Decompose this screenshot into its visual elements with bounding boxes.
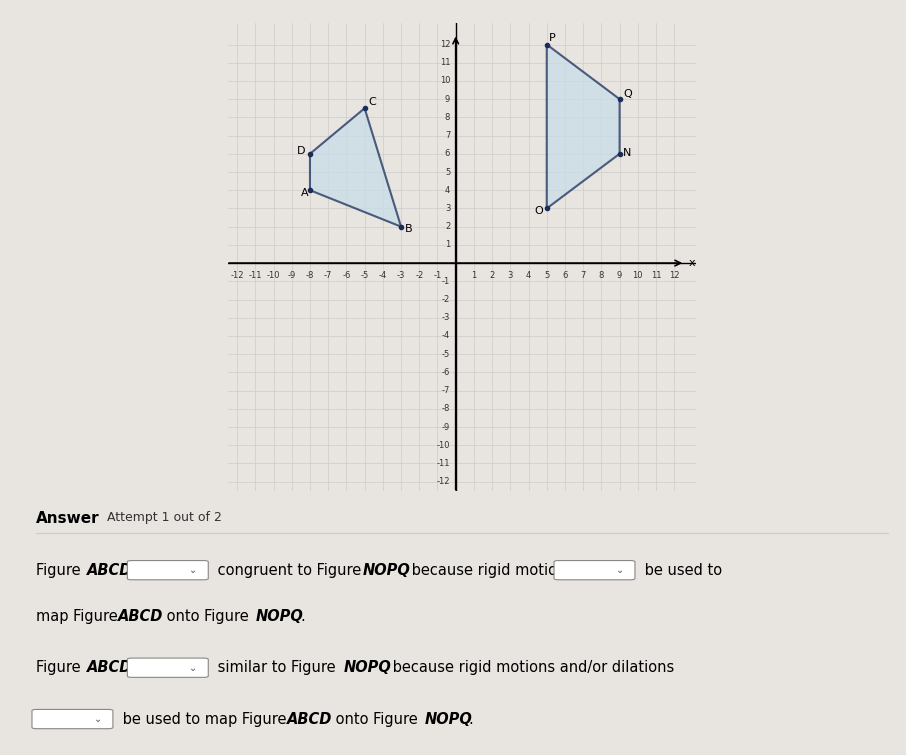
Text: Figure: Figure [36,562,85,578]
Text: similar to Figure: similar to Figure [214,660,341,675]
Text: B: B [405,224,412,234]
Text: 5: 5 [545,271,549,280]
Text: -2: -2 [442,295,450,304]
Text: ABCD: ABCD [87,660,132,675]
FancyBboxPatch shape [128,658,208,677]
Text: 7: 7 [581,271,586,280]
Text: Figure: Figure [36,660,85,675]
Text: ⌄: ⌄ [189,663,198,673]
Text: be used to map Figure: be used to map Figure [118,711,291,726]
Text: -7: -7 [442,386,450,395]
Text: -10: -10 [266,271,280,280]
Text: onto Figure: onto Figure [331,711,422,726]
Text: C: C [368,97,376,106]
Text: Answer: Answer [36,511,100,526]
Polygon shape [546,45,620,208]
Text: 1: 1 [445,240,450,249]
Text: -6: -6 [342,271,351,280]
FancyBboxPatch shape [32,710,113,729]
Text: -10: -10 [437,441,450,450]
Text: 11: 11 [439,58,450,67]
Text: -4: -4 [379,271,387,280]
Text: 10: 10 [632,271,643,280]
Text: -8: -8 [442,404,450,413]
Text: 12: 12 [439,40,450,49]
Text: D: D [297,146,305,156]
Text: -3: -3 [397,271,405,280]
Text: onto Figure: onto Figure [162,609,254,624]
Text: 4: 4 [525,271,531,280]
Text: 10: 10 [439,76,450,85]
Text: 4: 4 [445,186,450,195]
Text: -11: -11 [248,271,262,280]
Text: -9: -9 [442,423,450,432]
Text: ABCD: ABCD [286,711,332,726]
Text: 1: 1 [471,271,477,280]
Text: -12: -12 [230,271,244,280]
Text: ⌄: ⌄ [189,565,198,575]
Text: 9: 9 [445,94,450,103]
Text: -6: -6 [442,368,450,377]
Text: 6: 6 [445,149,450,159]
Polygon shape [310,108,401,226]
Text: .: . [469,711,474,726]
Text: -9: -9 [287,271,296,280]
Text: 6: 6 [563,271,568,280]
Text: -1: -1 [442,277,450,286]
Text: 3: 3 [445,204,450,213]
Text: Q: Q [623,89,632,100]
Text: -11: -11 [437,459,450,468]
Text: P: P [548,33,555,43]
Text: ⌄: ⌄ [93,714,101,724]
Text: -12: -12 [437,477,450,486]
FancyBboxPatch shape [554,560,635,580]
Text: 2: 2 [445,222,450,231]
Text: ABCD: ABCD [87,562,132,578]
Text: NOPQ: NOPQ [343,660,391,675]
Text: 5: 5 [445,168,450,177]
Text: ABCD: ABCD [118,609,163,624]
Text: 11: 11 [651,271,661,280]
Text: 7: 7 [445,131,450,140]
Text: NOPQ: NOPQ [362,562,410,578]
Text: 2: 2 [489,271,495,280]
Text: -8: -8 [306,271,314,280]
Text: -1: -1 [433,271,441,280]
FancyBboxPatch shape [128,560,208,580]
Text: be used to: be used to [640,562,722,578]
Text: map Figure: map Figure [36,609,122,624]
Text: because rigid motions: because rigid motions [407,562,573,578]
Text: 8: 8 [599,271,604,280]
Text: -5: -5 [442,350,450,359]
Text: x: x [689,258,696,268]
Text: Attempt 1 out of 2: Attempt 1 out of 2 [107,511,222,524]
Text: .: . [300,609,305,624]
Text: O: O [534,206,543,216]
Text: congruent to Figure: congruent to Figure [214,562,366,578]
Text: 8: 8 [445,112,450,122]
Text: A: A [301,188,308,198]
Text: ⌄: ⌄ [616,565,624,575]
Text: 12: 12 [669,271,680,280]
Text: 3: 3 [507,271,513,280]
Text: NOPQ: NOPQ [425,711,472,726]
Text: -3: -3 [442,313,450,322]
Text: 9: 9 [617,271,622,280]
Text: because rigid motions and/or dilations: because rigid motions and/or dilations [388,660,674,675]
Text: -2: -2 [415,271,423,280]
Text: -4: -4 [442,331,450,341]
Text: NOPQ: NOPQ [256,609,304,624]
Text: N: N [623,148,631,158]
Text: -5: -5 [361,271,369,280]
Text: -7: -7 [324,271,333,280]
